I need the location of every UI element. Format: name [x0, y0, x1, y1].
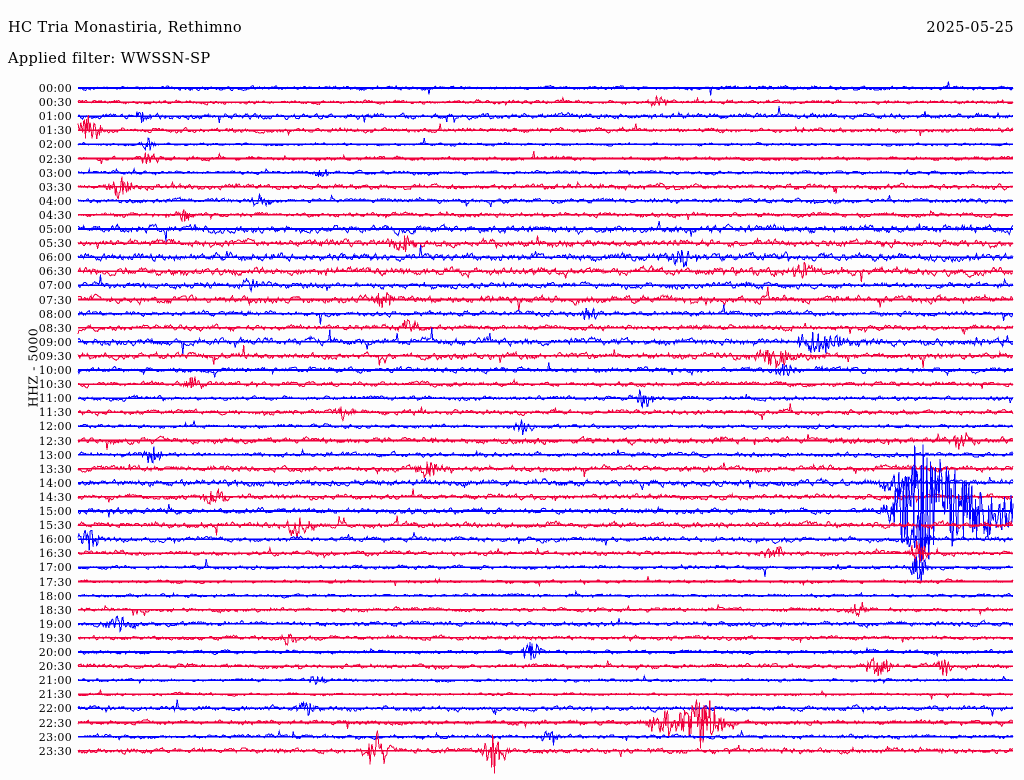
time-label: 00:30 [38, 96, 72, 110]
time-label: 03:00 [38, 166, 72, 180]
time-label: 23:00 [38, 730, 72, 744]
time-label: 04:30 [38, 208, 72, 222]
time-label: 06:30 [38, 265, 72, 279]
plot-date: 2025-05-25 [926, 20, 1014, 36]
trace-line [77, 540, 1014, 564]
time-label: 17:30 [38, 575, 72, 589]
time-label: 20:00 [38, 646, 72, 659]
time-label: 10:00 [38, 364, 72, 377]
trace-line [77, 244, 1014, 268]
trace-line [77, 106, 1014, 124]
trace-line [77, 151, 1014, 165]
trace-line [77, 261, 1014, 283]
trace-line [77, 444, 1014, 570]
time-label: 12:30 [38, 434, 72, 448]
time-label: 03:30 [38, 180, 72, 194]
trace-line [77, 274, 1014, 293]
trace-line [77, 221, 1014, 242]
trace-line [77, 176, 1014, 201]
time-label: 00:00 [38, 82, 72, 95]
time-label: 22:00 [38, 702, 72, 716]
time-label: 04:00 [38, 194, 72, 208]
time-label: 08:00 [38, 307, 72, 321]
time-label: 09:30 [38, 349, 72, 363]
seismogram-traces [77, 81, 1014, 774]
time-label: 17:00 [38, 561, 72, 575]
trace-line [77, 95, 1014, 108]
time-label: 23:30 [38, 744, 72, 758]
station-title: HC Tria Monastiria, Rethimno [8, 20, 243, 36]
trace-line [77, 729, 1014, 746]
time-label: 10:30 [38, 378, 72, 392]
time-label: 08:30 [38, 321, 72, 335]
time-label: 13:00 [38, 448, 72, 462]
time-label: 22:30 [38, 716, 72, 730]
time-label: 07:30 [38, 293, 72, 307]
trace-line [77, 419, 1014, 436]
trace-line [77, 327, 1014, 355]
time-label: 01:30 [38, 124, 72, 138]
time-label: 16:30 [38, 547, 72, 561]
time-label: 05:00 [38, 223, 72, 236]
time-label: 21:00 [38, 674, 72, 688]
time-label: 02:30 [38, 152, 72, 166]
time-label: 11:00 [38, 392, 72, 406]
time-label: 05:30 [38, 237, 72, 251]
trace-line [77, 642, 1014, 660]
time-label: 11:30 [38, 406, 72, 420]
trace-line [77, 461, 1014, 478]
time-label: 19:30 [38, 631, 72, 645]
trace-line [77, 376, 1014, 390]
time-label: 15:30 [38, 519, 72, 533]
time-label: 14:00 [38, 476, 72, 490]
trace-line [77, 345, 1014, 368]
trace-line [77, 633, 1014, 647]
time-label: 02:00 [38, 138, 72, 152]
helicorder-plot-area: 00:00 00:30 01:00 01:30 02:00 02:30 03:00 03:30… [0, 80, 1024, 780]
time-label: 20:30 [38, 660, 72, 674]
time-label: 01:00 [38, 110, 72, 124]
time-label: 06:00 [38, 251, 72, 265]
trace-line [77, 304, 1014, 325]
trace-line [77, 589, 1014, 599]
time-label: 07:00 [38, 279, 72, 293]
time-label: 12:00 [38, 420, 72, 434]
applied-filter-label: Applied filter: WWSSN-SP [8, 51, 211, 67]
time-label: 18:00 [38, 589, 72, 603]
time-label: 16:00 [38, 533, 72, 547]
time-label: 13:30 [38, 462, 72, 476]
time-label: 09:00 [38, 335, 72, 349]
time-label: 14:30 [38, 490, 72, 504]
time-label: 15:00 [38, 505, 72, 518]
time-label: 18:30 [38, 603, 72, 617]
time-label: 21:30 [38, 688, 72, 702]
time-label: 19:00 [38, 617, 72, 631]
trace-line [77, 515, 1014, 538]
trace-line [77, 556, 1014, 582]
